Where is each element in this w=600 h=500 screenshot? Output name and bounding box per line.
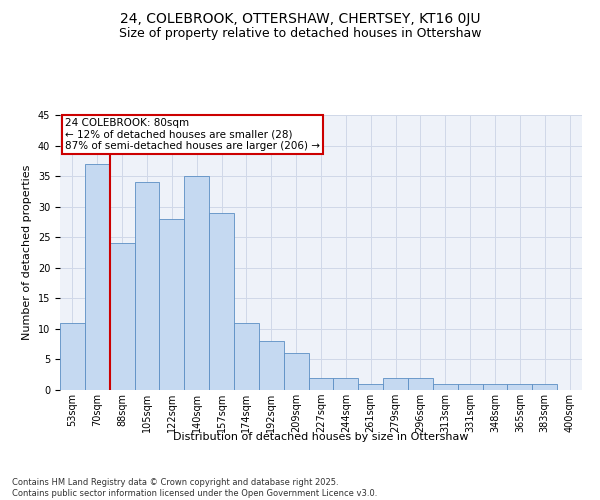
Bar [334,378,358,390]
Bar [110,244,134,390]
Y-axis label: Number of detached properties: Number of detached properties [22,165,32,340]
Bar [209,213,234,390]
Bar [532,384,557,390]
Bar [408,378,433,390]
Bar [184,176,209,390]
Bar [508,384,532,390]
Bar [383,378,408,390]
Bar [85,164,110,390]
Bar [284,354,308,390]
Bar [134,182,160,390]
Text: Distribution of detached houses by size in Ottershaw: Distribution of detached houses by size … [173,432,469,442]
Text: Size of property relative to detached houses in Ottershaw: Size of property relative to detached ho… [119,28,481,40]
Bar [308,378,334,390]
Text: Contains HM Land Registry data © Crown copyright and database right 2025.
Contai: Contains HM Land Registry data © Crown c… [12,478,377,498]
Bar [160,219,184,390]
Bar [259,341,284,390]
Text: 24 COLEBROOK: 80sqm
← 12% of detached houses are smaller (28)
87% of semi-detach: 24 COLEBROOK: 80sqm ← 12% of detached ho… [65,118,320,151]
Text: 24, COLEBROOK, OTTERSHAW, CHERTSEY, KT16 0JU: 24, COLEBROOK, OTTERSHAW, CHERTSEY, KT16… [120,12,480,26]
Bar [234,323,259,390]
Bar [433,384,458,390]
Bar [458,384,482,390]
Bar [60,323,85,390]
Bar [482,384,508,390]
Bar [358,384,383,390]
